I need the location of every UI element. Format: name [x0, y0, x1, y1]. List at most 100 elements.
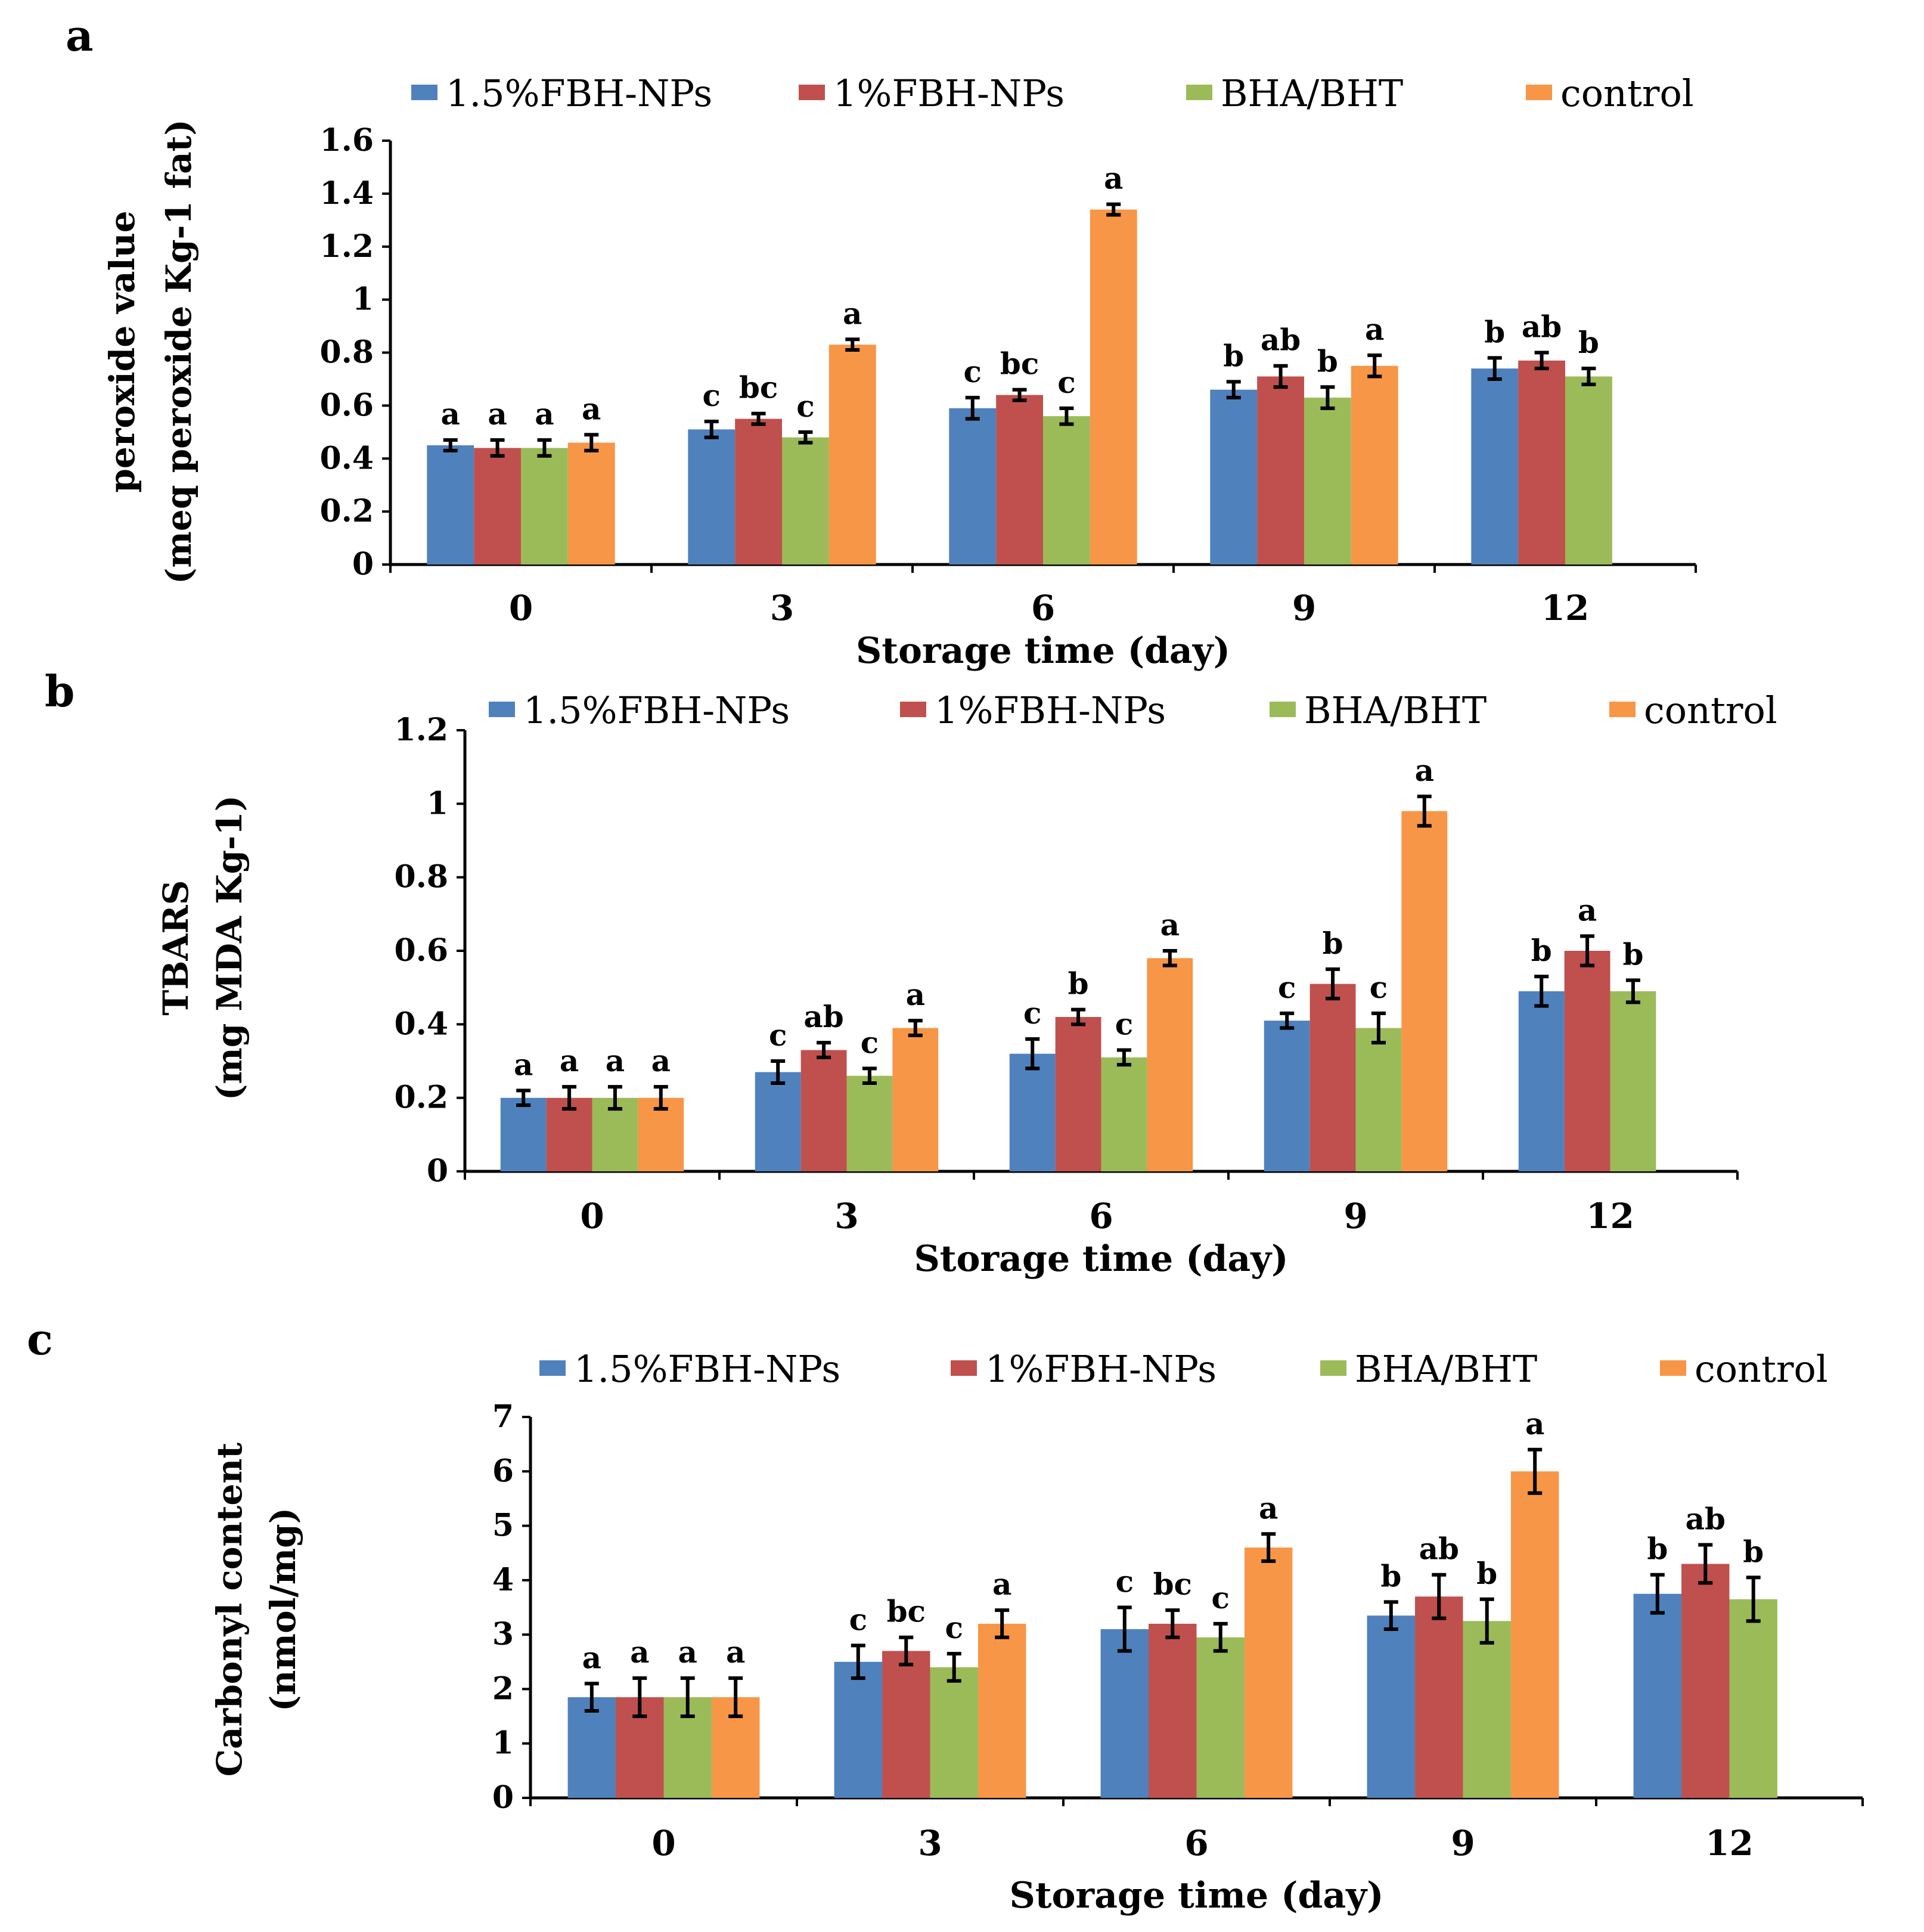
- significance-letter: a: [630, 1635, 649, 1670]
- significance-letter: b: [1531, 933, 1552, 968]
- x-category-label: 9: [1292, 588, 1316, 628]
- bar-control: [1510, 1471, 1559, 1798]
- significance-letter: c: [1212, 1580, 1230, 1615]
- bar-bha-bht: [1043, 416, 1090, 565]
- bar-1-fbh-nps: [1564, 951, 1610, 1171]
- significance-letter: ab: [1419, 1531, 1459, 1567]
- y-axis-title: Carbonyl content: [209, 1443, 250, 1777]
- y-tick-label: 2: [492, 1670, 514, 1707]
- y-tick-label: 1.2: [395, 712, 448, 748]
- legend-item: 1%FBH-NPs: [951, 1347, 1217, 1391]
- significance-letter: b: [1743, 1534, 1764, 1569]
- x-category-label: 12: [1541, 588, 1590, 628]
- bar-1-5-fbh-nps: [949, 408, 997, 565]
- y-tick-label: 0.4: [395, 1006, 448, 1042]
- y-tick-label: 7: [492, 1398, 514, 1435]
- significance-letter: c: [1023, 996, 1041, 1031]
- significance-letter: a: [582, 1640, 601, 1675]
- bar-1-fbh-nps: [882, 1651, 930, 1798]
- legend-label: 1%FBH-NPs: [935, 689, 1166, 732]
- legend-swatch: [1186, 85, 1212, 100]
- y-axis-title: TBARS: [156, 880, 196, 1015]
- y-tick-label: 6: [492, 1453, 514, 1489]
- y-tick-label: 5: [492, 1508, 514, 1544]
- bar-bha-bht: [782, 437, 829, 565]
- significance-letter: b: [1484, 314, 1505, 349]
- bar-bha-bht: [1729, 1599, 1777, 1798]
- legend-item: 1.5%FBH-NPs: [489, 689, 790, 732]
- bar-bha-bht: [1101, 1057, 1147, 1171]
- y-tick-label: 0: [352, 546, 374, 582]
- y-tick-label: 0.2: [320, 493, 374, 529]
- significance-letter: b: [1323, 926, 1343, 961]
- significance-letter: b: [1317, 343, 1338, 379]
- significance-letter: c: [703, 378, 721, 413]
- significance-letter: a: [726, 1635, 745, 1670]
- y-axis-title: (meq peroxide Kg-1 fat): [159, 119, 199, 584]
- bar-bha-bht: [1304, 398, 1351, 565]
- significance-letter: c: [964, 354, 982, 389]
- bar-bha-bht: [1565, 376, 1612, 565]
- legend-swatch: [1660, 1360, 1686, 1376]
- legend-label: control: [1560, 72, 1694, 115]
- significance-letter: ab: [1686, 1502, 1726, 1537]
- legend-label: BHA/BHT: [1355, 1347, 1537, 1391]
- bar-bha-bht: [930, 1667, 978, 1798]
- x-category-label: 0: [651, 1823, 675, 1863]
- bar-1-fbh-nps: [1681, 1564, 1730, 1798]
- significance-letter: a: [582, 391, 601, 426]
- legend-swatch: [1320, 1360, 1346, 1376]
- significance-letter: a: [560, 1043, 579, 1078]
- bar-1-fbh-nps: [1257, 376, 1304, 565]
- significance-letter: a: [843, 296, 862, 331]
- significance-letter: bc: [1000, 346, 1039, 382]
- x-category-label: 12: [1586, 1196, 1634, 1236]
- legend-item: BHA/BHT: [1320, 1347, 1537, 1391]
- bar-1-fbh-nps: [474, 448, 521, 565]
- bar-control: [1147, 958, 1193, 1171]
- significance-letter: a: [488, 396, 507, 432]
- significance-letter: a: [514, 1047, 533, 1082]
- legend-swatch: [1270, 702, 1296, 717]
- legend-label: BHA/BHT: [1221, 72, 1403, 115]
- y-tick-label: 3: [492, 1616, 514, 1652]
- legend-item: BHA/BHT: [1186, 72, 1403, 115]
- x-category-label: 6: [1184, 1823, 1208, 1863]
- bar-control: [1351, 365, 1398, 565]
- bar-1-5-fbh-nps: [1367, 1615, 1416, 1798]
- x-category-label: 3: [918, 1823, 942, 1863]
- panel-letter: c: [27, 1314, 53, 1365]
- bar-1-5-fbh-nps: [1633, 1593, 1682, 1798]
- legend-item: BHA/BHT: [1270, 689, 1487, 732]
- bar-1-5-fbh-nps: [1009, 1053, 1056, 1171]
- bar-1-5-fbh-nps: [500, 1097, 547, 1171]
- bar-1-5-fbh-nps: [1264, 1021, 1310, 1171]
- x-category-label: 0: [509, 588, 533, 628]
- significance-letter: a: [606, 1043, 625, 1078]
- bar-1-fbh-nps: [1415, 1596, 1463, 1798]
- bar-1-fbh-nps: [1149, 1623, 1197, 1798]
- y-tick-label: 0.6: [320, 387, 374, 423]
- y-tick-label: 0.2: [395, 1080, 448, 1116]
- significance-letter: bc: [739, 370, 778, 405]
- legend-label: 1.5%FBH-NPs: [446, 72, 712, 115]
- y-axis-title: peroxide value: [102, 210, 142, 492]
- bar-1-5-fbh-nps: [427, 445, 474, 565]
- legend-swatch: [1526, 85, 1552, 100]
- legend-label: 1.5%FBH-NPs: [574, 1347, 840, 1391]
- bar-1-5-fbh-nps: [755, 1072, 801, 1171]
- significance-letter: c: [849, 1602, 867, 1637]
- bar-1-fbh-nps: [1518, 360, 1565, 565]
- significance-letter: a: [441, 396, 460, 432]
- significance-letter: a: [678, 1635, 697, 1670]
- x-category-label: 9: [1451, 1823, 1475, 1863]
- bar-1-fbh-nps: [1309, 984, 1356, 1171]
- significance-letter: b: [1223, 338, 1244, 373]
- x-category-label: 0: [580, 1196, 604, 1236]
- legend-item: 1.5%FBH-NPs: [539, 1347, 840, 1391]
- legend-label: control: [1695, 1347, 1828, 1391]
- x-category-label: 3: [770, 588, 794, 628]
- bar-control: [892, 1028, 939, 1171]
